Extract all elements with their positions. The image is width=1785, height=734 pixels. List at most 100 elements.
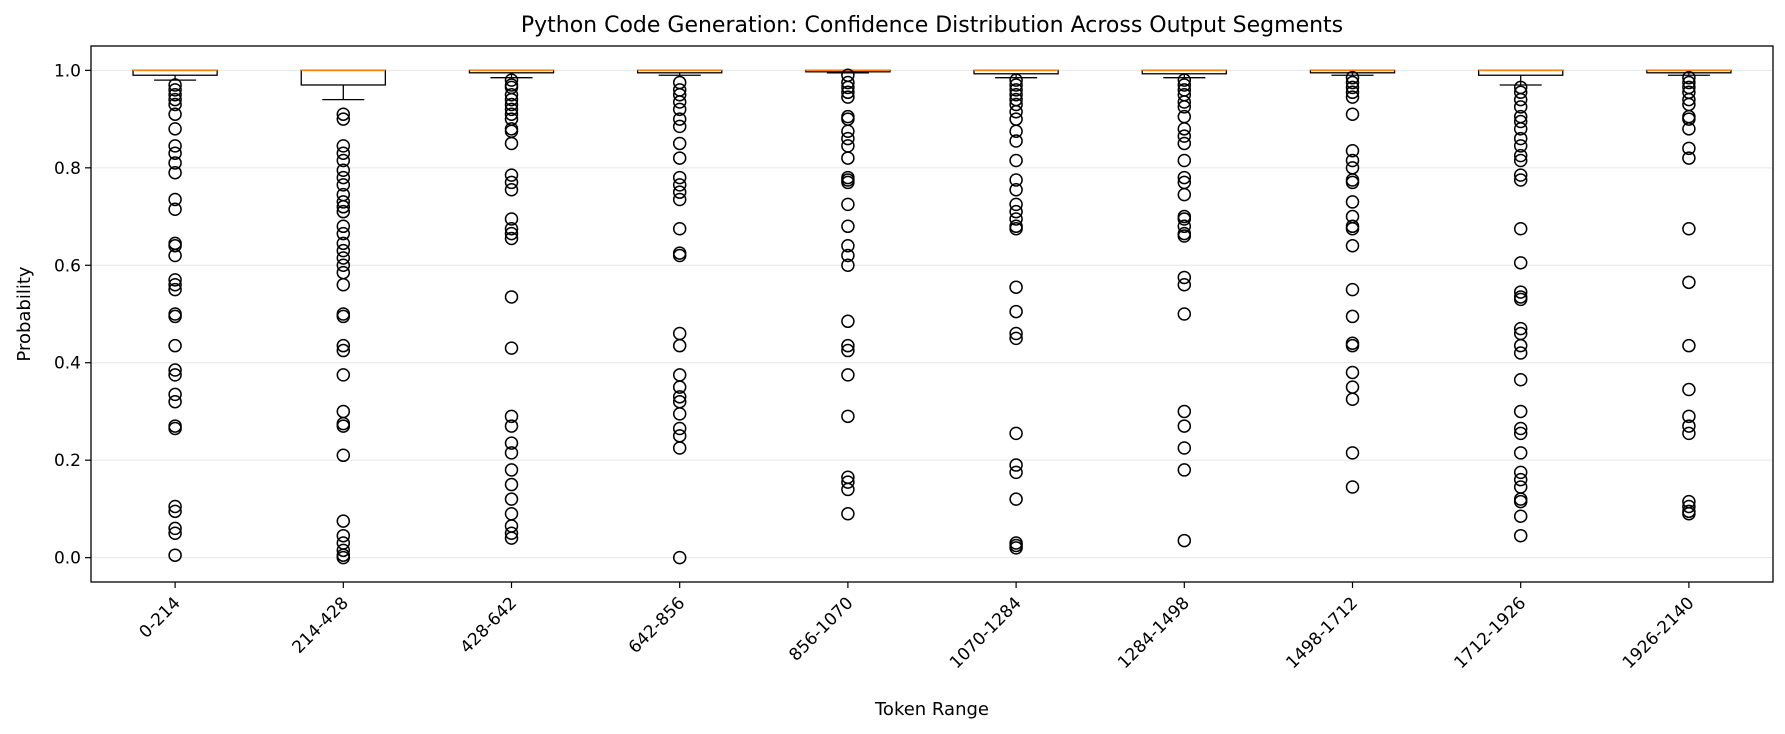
- outlier-point: [1513, 221, 1528, 236]
- outlier-point: [504, 182, 519, 197]
- outlier-point: [672, 119, 687, 134]
- outlier-point: [1345, 221, 1360, 236]
- outlier-point: [841, 124, 855, 139]
- outlier-point: [1513, 465, 1528, 480]
- outlier-point: [841, 90, 855, 104]
- outlier-point: [672, 407, 687, 421]
- plot-frame: [90, 45, 1774, 583]
- outlier-point: [1177, 307, 1192, 321]
- outlier-point: [841, 507, 855, 521]
- outlier-point: [168, 97, 182, 112]
- outlier-point: [1345, 282, 1360, 297]
- outlier-point: [168, 165, 182, 180]
- outlier-point: [1682, 112, 1696, 126]
- outlier-point: [1177, 270, 1192, 285]
- outlier-point: [841, 475, 855, 489]
- outlier-point: [168, 394, 182, 409]
- box-group-642-856: [637, 69, 723, 565]
- outlier-point: [1009, 426, 1023, 441]
- outlier-point: [1177, 533, 1192, 548]
- outlier-point: [672, 380, 687, 394]
- outlier-point: [504, 531, 519, 545]
- outlier-point: [1513, 528, 1528, 543]
- outlier-point: [672, 178, 687, 192]
- box-group-1498-1712: [1309, 69, 1396, 494]
- outlier-point: [1009, 221, 1023, 236]
- outlier-point: [1345, 239, 1360, 253]
- outlier-point: [168, 421, 182, 436]
- outlier-point: [336, 338, 351, 353]
- outlier-point: [1009, 78, 1023, 92]
- outlier-point: [1177, 95, 1192, 109]
- y-tick-label: 0.8: [54, 159, 81, 179]
- y-axis-label: Probability: [14, 266, 35, 361]
- outlier-point: [672, 421, 687, 436]
- outlier-point: [1682, 70, 1696, 85]
- outlier-point: [1682, 409, 1696, 424]
- x-axis-label: Token Range: [874, 699, 989, 720]
- outlier-point: [841, 239, 855, 253]
- outlier-point: [504, 175, 519, 190]
- outlier-point: [672, 185, 687, 199]
- box-group-1284-1498: [1141, 69, 1227, 548]
- outlier-point: [168, 504, 182, 519]
- outlier-point: [1009, 197, 1023, 212]
- outlier-point: [1009, 182, 1023, 197]
- outlier-point: [1513, 168, 1528, 182]
- outlier-point: [168, 363, 182, 377]
- outlier-point: [168, 92, 182, 107]
- outlier-point: [841, 343, 855, 358]
- outlier-point: [336, 278, 351, 292]
- outlier-point: [1177, 404, 1192, 419]
- x-tick-label: 1712-1926: [1451, 593, 1531, 673]
- outlier-point: [672, 151, 687, 165]
- outlier-point: [504, 212, 519, 226]
- outlier-point: [672, 192, 687, 207]
- outlier-point: [1009, 134, 1023, 148]
- outlier-point: [1009, 173, 1023, 187]
- outlier-point: [336, 219, 351, 234]
- outlier-point: [336, 343, 351, 358]
- outlier-point: [841, 314, 855, 329]
- outlier-point: [1177, 419, 1192, 433]
- outlier-point: [1177, 187, 1192, 202]
- outlier-point: [1513, 92, 1528, 107]
- outlier-point: [336, 368, 351, 382]
- outlier-point: [168, 387, 182, 402]
- outlier-point: [1009, 153, 1023, 168]
- outlier-point: [504, 507, 519, 521]
- outlier-point: [1513, 321, 1528, 336]
- outlier-point: [1177, 100, 1192, 114]
- y-tick-label: 0.4: [54, 354, 81, 374]
- outlier-point: [1009, 492, 1023, 506]
- outlier-point: [336, 236, 351, 251]
- outlier-point: [168, 282, 182, 297]
- outlier-point: [1177, 229, 1192, 243]
- outlier-point: [1513, 480, 1528, 494]
- outlier-point: [504, 231, 519, 246]
- outlier-point: [504, 526, 519, 541]
- outlier-point: [504, 290, 519, 304]
- outlier-point: [336, 200, 351, 214]
- outlier-point: [504, 102, 519, 117]
- outlier-point: [1682, 221, 1696, 236]
- outlier-point: [504, 73, 519, 87]
- outlier-point: [504, 477, 519, 492]
- outlier-point: [504, 226, 519, 241]
- outlier-point: [168, 309, 182, 324]
- outlier-point: [1513, 114, 1528, 129]
- outlier-point: [336, 226, 351, 241]
- outlier-point: [672, 441, 687, 455]
- outlier-point: [1682, 426, 1696, 441]
- outlier-point: [672, 429, 687, 443]
- outlier-point: [336, 448, 351, 463]
- outlier-point: [672, 248, 687, 263]
- outlier-point: [841, 248, 855, 263]
- box-group-1712-1926: [1478, 69, 1564, 543]
- outlier-point: [1513, 446, 1528, 460]
- outlier-point: [672, 338, 687, 353]
- outlier-point: [1682, 122, 1696, 136]
- outlier-point: [168, 122, 182, 136]
- outlier-point: [841, 409, 855, 424]
